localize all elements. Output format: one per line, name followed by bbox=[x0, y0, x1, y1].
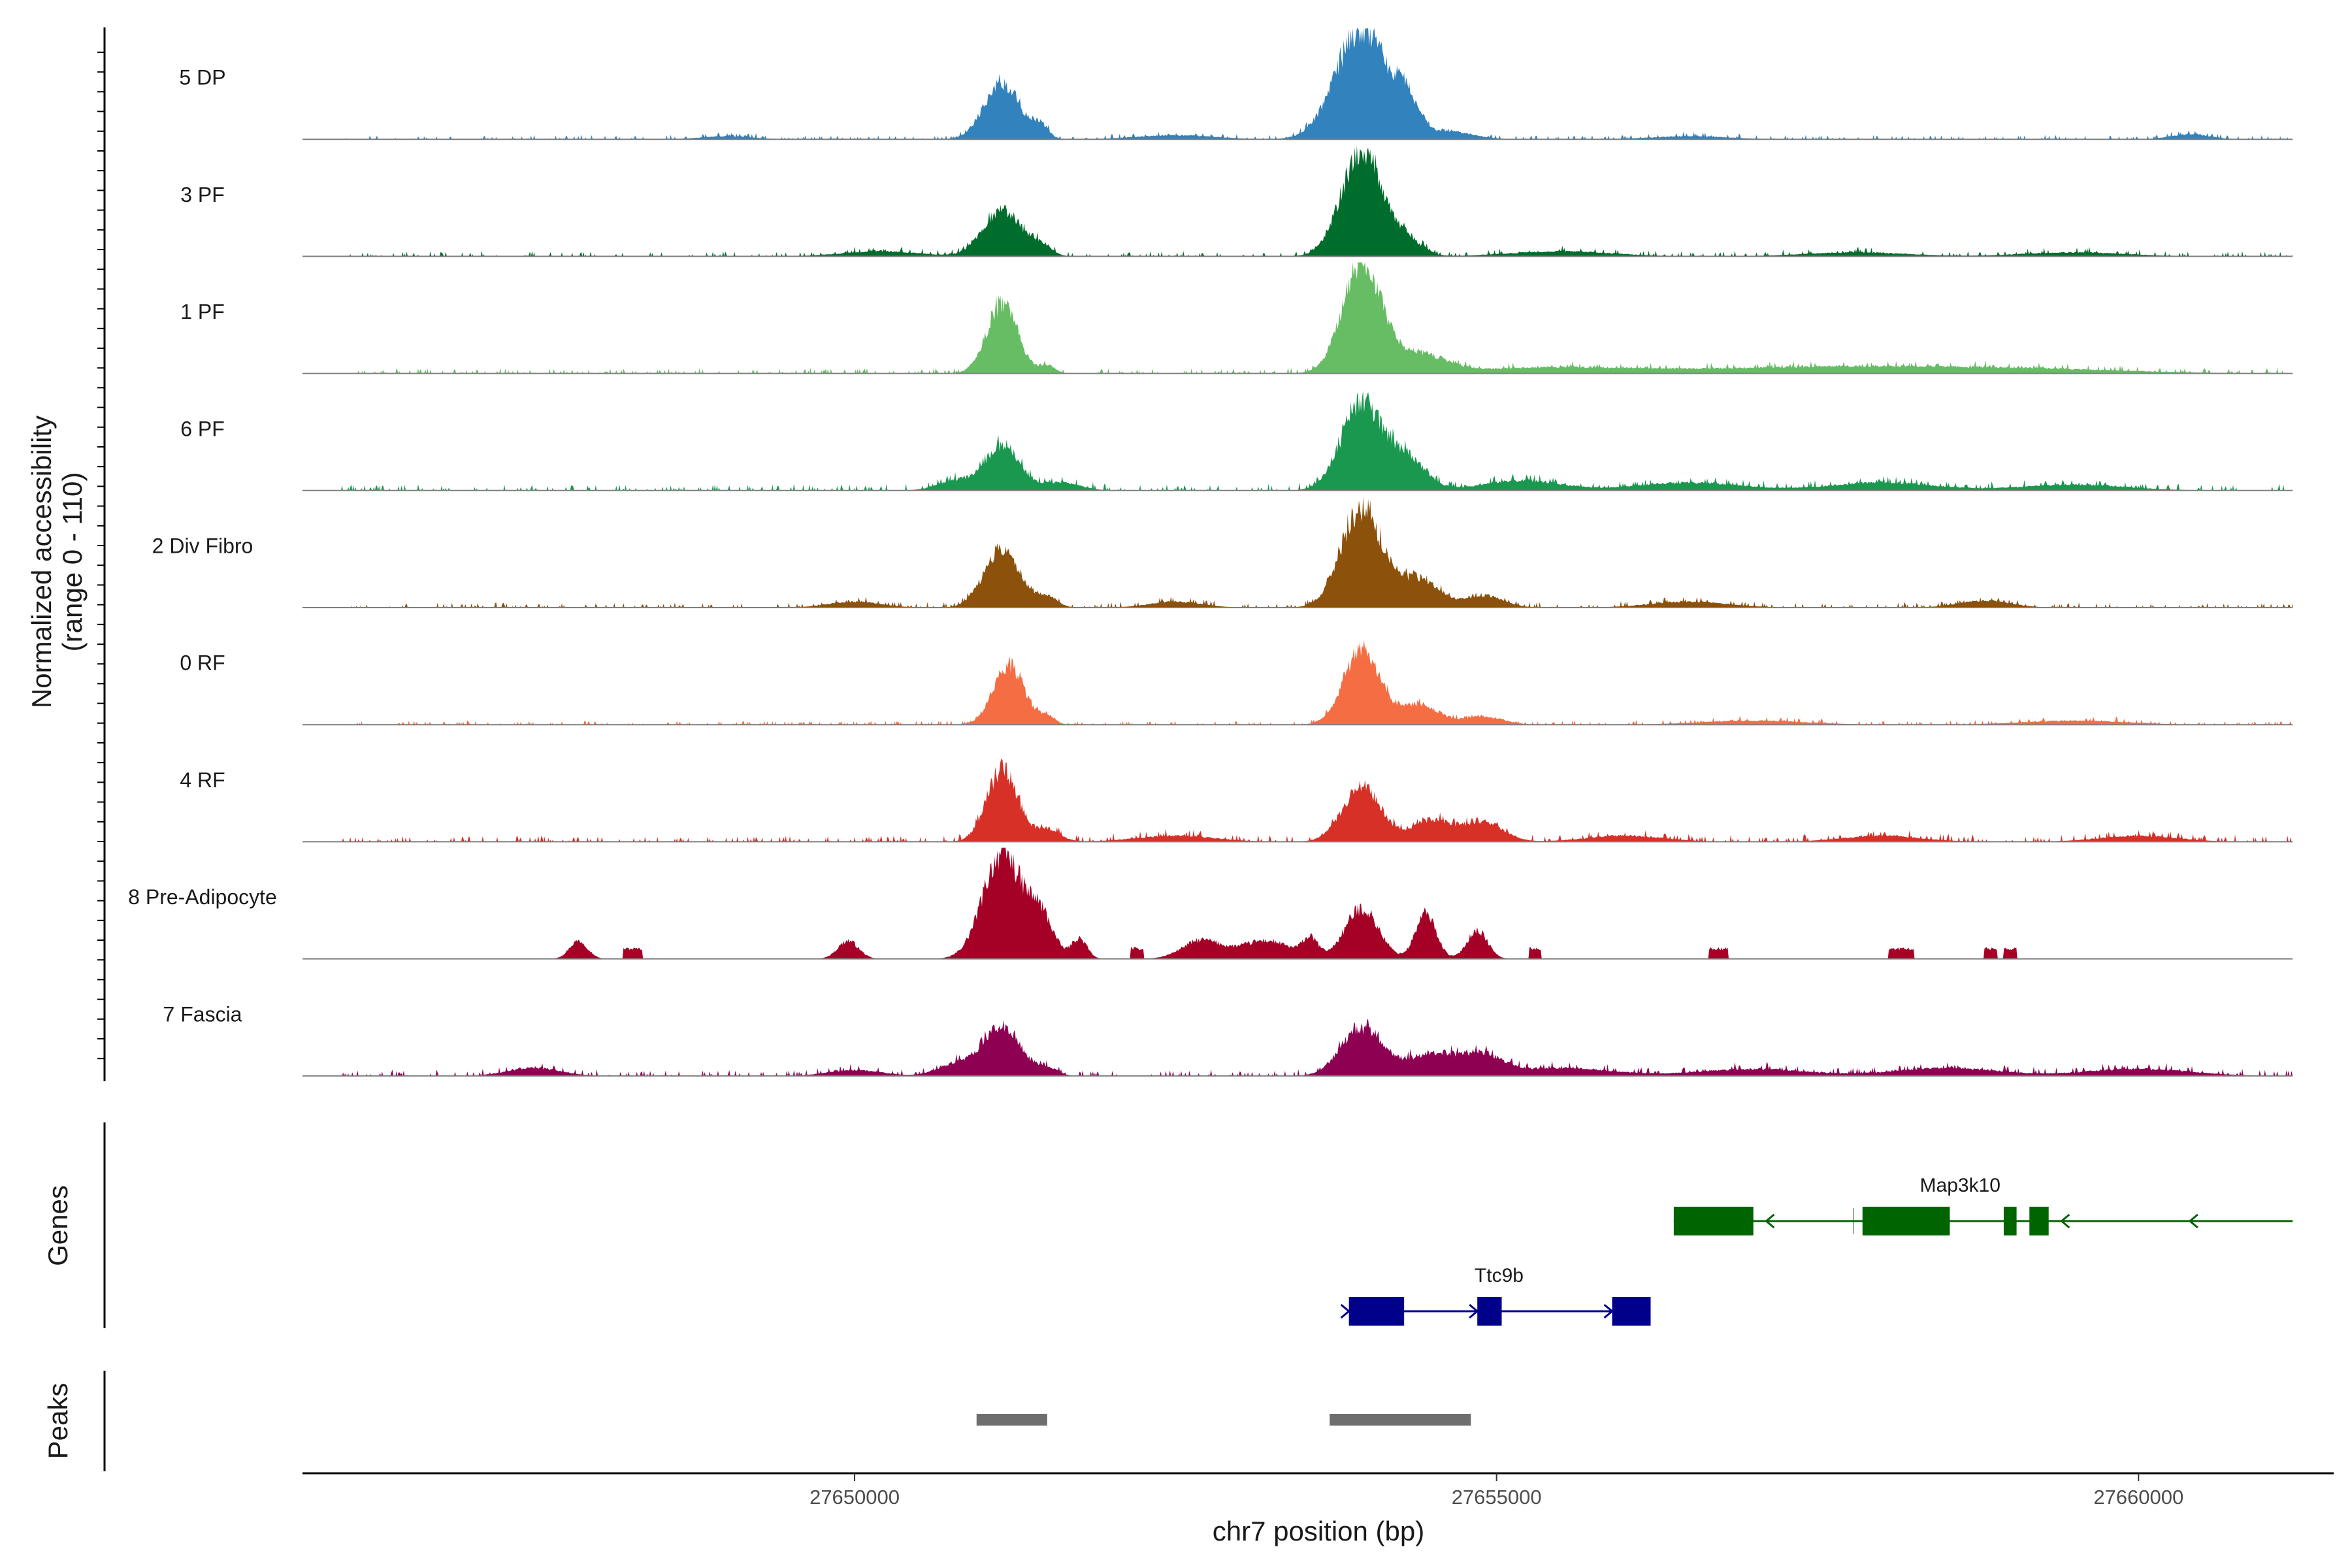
gene-annotations: Map3k10 Ttc9b bbox=[1340, 1175, 2293, 1326]
coverage-tracks: 5 DP 3 PF 1 PF 6 PF 2 Div Fibro 0 RF 4 RF 8 Pre… bbox=[128, 28, 2293, 1077]
peak-region bbox=[976, 1414, 1047, 1426]
gene-name-label: Map3k10 bbox=[1920, 1175, 2001, 1196]
x-tick-label: 27655000 bbox=[1452, 1486, 1542, 1509]
genes-panel-label: Genes bbox=[42, 1185, 73, 1266]
track-label: 0 RF bbox=[180, 651, 225, 675]
strand-arrow bbox=[1469, 1303, 1479, 1319]
track-label: 1 PF bbox=[180, 300, 225, 323]
track-label: 2 Div Fibro bbox=[152, 534, 253, 558]
coverage-area bbox=[341, 262, 2293, 374]
gene-map3k10: Map3k10 bbox=[1673, 1175, 2293, 1235]
track-label: 3 PF bbox=[180, 183, 225, 206]
x-tick-label: 27650000 bbox=[809, 1486, 900, 1509]
gene-exon bbox=[1673, 1207, 1754, 1235]
y-axis bbox=[97, 27, 106, 1081]
track-7-fascia: 7 Fascia bbox=[163, 1002, 2293, 1077]
gene-exon bbox=[1477, 1297, 1502, 1326]
coverage-area bbox=[341, 497, 2293, 608]
peak-region bbox=[1330, 1414, 1471, 1426]
track-label: 5 DP bbox=[179, 66, 225, 90]
track-4-rf: 4 RF bbox=[180, 759, 2293, 843]
track-1-pf: 1 PF bbox=[180, 262, 2293, 374]
peak-regions bbox=[976, 1414, 1471, 1426]
track-8-pre-adipocyte: 8 Pre-Adipocyte bbox=[128, 847, 2293, 960]
coverage-area bbox=[341, 640, 2293, 725]
strand-arrow bbox=[1603, 1303, 1614, 1319]
gene-exon bbox=[1862, 1207, 1950, 1235]
x-axis-ticks: 27650000 27655000 27660000 bbox=[809, 1473, 2183, 1509]
x-tick-label: 27660000 bbox=[2093, 1486, 2183, 1509]
coverage-area bbox=[341, 1019, 2293, 1076]
y-axis-title: Normalized accessibility bbox=[26, 416, 57, 708]
strand-arrow bbox=[2188, 1213, 2198, 1229]
gene-exon bbox=[2029, 1207, 2049, 1235]
strand-arrow bbox=[1765, 1213, 1775, 1229]
track-label: 8 Pre-Adipocyte bbox=[128, 885, 277, 909]
coverage-area bbox=[341, 28, 2293, 140]
track-0-rf: 0 RF bbox=[180, 640, 2293, 726]
track-label: 7 Fascia bbox=[163, 1002, 242, 1026]
track-2-div-fibro: 2 Div Fibro bbox=[152, 497, 2293, 608]
gene-name-label: Ttc9b bbox=[1475, 1265, 1524, 1286]
gene-ttc9b: Ttc9b bbox=[1340, 1265, 1651, 1326]
track-label: 6 PF bbox=[180, 417, 225, 440]
x-axis-title: chr7 position (bp) bbox=[1213, 1516, 1425, 1546]
coverage-area bbox=[341, 145, 2293, 257]
gene-exon bbox=[1348, 1297, 1405, 1326]
coverage-area bbox=[341, 759, 2293, 842]
coverage-area bbox=[341, 391, 2293, 491]
track-6-pf: 6 PF bbox=[180, 391, 2293, 491]
gene-exon bbox=[1612, 1297, 1651, 1326]
gene-exon bbox=[2003, 1207, 2017, 1235]
y-axis-subtitle: (range 0 - 110) bbox=[57, 472, 88, 652]
peaks-panel-label: Peaks bbox=[42, 1383, 73, 1460]
coverage-area bbox=[341, 847, 2293, 959]
track-label: 4 RF bbox=[180, 768, 225, 792]
track-5-dp: 5 DP bbox=[179, 28, 2293, 140]
strand-arrow bbox=[2060, 1213, 2070, 1229]
track-3-pf: 3 PF bbox=[180, 145, 2293, 257]
strand-arrow bbox=[1340, 1303, 1351, 1319]
